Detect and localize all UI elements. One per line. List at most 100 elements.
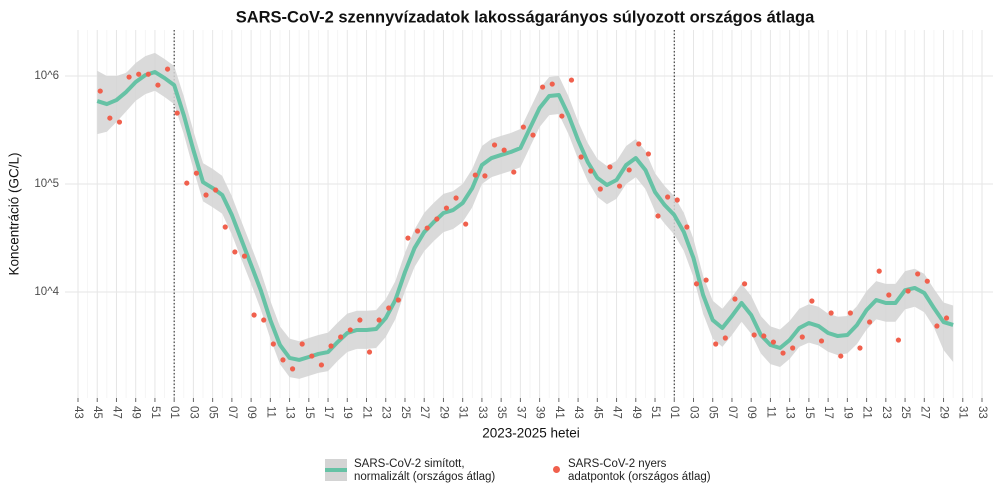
data-point (270, 341, 276, 347)
data-point (559, 113, 565, 119)
data-point (828, 310, 834, 316)
data-point (665, 194, 671, 200)
data-point (741, 281, 748, 287)
data-point (934, 323, 940, 329)
data-point (857, 345, 863, 351)
data-point (136, 71, 142, 77)
x-tick-label: 37 (514, 406, 526, 419)
x-tick-label: 47 (110, 406, 122, 419)
x-tick-label: 39 (534, 406, 546, 419)
x-tick-label: 51 (149, 406, 161, 419)
data-point (261, 317, 267, 323)
x-tick-label: 21 (360, 406, 372, 419)
data-point (886, 292, 892, 298)
x-tick-label: 51 (649, 406, 661, 419)
data-point (847, 310, 853, 316)
data-point (97, 88, 103, 94)
smoothed-line (96, 70, 954, 362)
y-axis-label: Koncentráció (GC/L) (7, 152, 22, 275)
data-point (895, 337, 902, 343)
x-tick-label: 11 (764, 406, 776, 418)
y-tick-label: 10^6 (34, 70, 59, 82)
data-point (549, 81, 555, 87)
x-tick-label: 19 (341, 406, 353, 419)
data-point (674, 197, 680, 203)
data-point (943, 315, 950, 321)
data-point (636, 141, 642, 147)
x-tick-label: 45 (591, 406, 603, 419)
data-point (520, 124, 526, 130)
data-point (655, 213, 661, 219)
data-point (501, 147, 507, 153)
data-point (530, 132, 536, 138)
x-tick-label: 43 (572, 406, 584, 419)
legend-label: SARS-CoV-2 nyers adatpontok (országos át… (568, 458, 711, 483)
data-point (799, 334, 805, 340)
x-tick-label: 49 (130, 406, 142, 419)
x-tick-label: 05 (207, 406, 219, 419)
data-point (876, 268, 882, 274)
x-tick-label: 25 (899, 406, 911, 419)
data-point (184, 180, 190, 186)
data-point (338, 334, 344, 340)
data-point (684, 224, 690, 230)
data-point (116, 119, 123, 125)
data-point (780, 350, 786, 356)
x-tick-label: 07 (726, 406, 738, 419)
x-tick-label: 03 (187, 406, 199, 419)
x-tick-label: 19 (841, 406, 853, 419)
data-point (809, 298, 815, 304)
data-point (107, 115, 113, 121)
data-point (405, 235, 411, 241)
data-point (289, 366, 296, 372)
x-tick-label: 01 (168, 406, 180, 419)
data-point (751, 332, 757, 338)
data-point (722, 335, 728, 341)
x-tick-label: 15 (803, 406, 815, 419)
data-point (155, 82, 161, 88)
data-point (328, 343, 334, 349)
x-tick-label: 29 (437, 406, 449, 419)
chart-title: SARS-CoV-2 szennyvízadatok lakosságarány… (236, 8, 815, 26)
x-tick-label: 23 (380, 406, 392, 419)
legend-key-line (325, 468, 347, 472)
data-point (693, 281, 700, 287)
data-point (203, 192, 209, 198)
data-point (540, 84, 546, 90)
x-tick-label: 27 (418, 406, 430, 419)
data-point (838, 353, 844, 359)
x-tick-label: 09 (745, 406, 757, 419)
data-point (213, 187, 219, 193)
data-point (597, 186, 603, 192)
x-tick-label: 09 (245, 406, 257, 419)
data-point (386, 305, 392, 311)
data-point (222, 224, 228, 230)
x-tick-label: 33 (976, 406, 988, 419)
x-tick-label: 13 (784, 406, 796, 419)
data-point (818, 338, 825, 344)
legend-label: SARS-CoV-2 simított, normalizált (ország… (354, 458, 496, 483)
x-tick-label: 41 (553, 406, 565, 419)
x-tick-label: 23 (880, 406, 892, 419)
data-point (578, 154, 584, 160)
data-point (905, 288, 911, 294)
data-point (866, 319, 873, 325)
x-tick-label: 17 (822, 406, 834, 419)
x-tick-label: 25 (399, 406, 411, 419)
x-tick-label: 15 (303, 406, 315, 419)
x-tick-label: 17 (322, 406, 334, 419)
x-tick-label: 35 (495, 406, 507, 419)
x-tick-label: 21 (861, 406, 873, 419)
data-point (713, 341, 719, 347)
data-point (924, 278, 930, 284)
x-tick-label: 07 (226, 406, 238, 419)
x-tick-label: 13 (284, 406, 296, 419)
x-tick-label: 01 (668, 406, 680, 419)
data-point (607, 164, 613, 170)
x-tick-label: 31 (957, 406, 969, 419)
x-tick-label: 47 (611, 406, 623, 419)
x-tick-label: 33 (476, 406, 488, 419)
data-point (588, 168, 594, 174)
data-point (347, 327, 353, 333)
